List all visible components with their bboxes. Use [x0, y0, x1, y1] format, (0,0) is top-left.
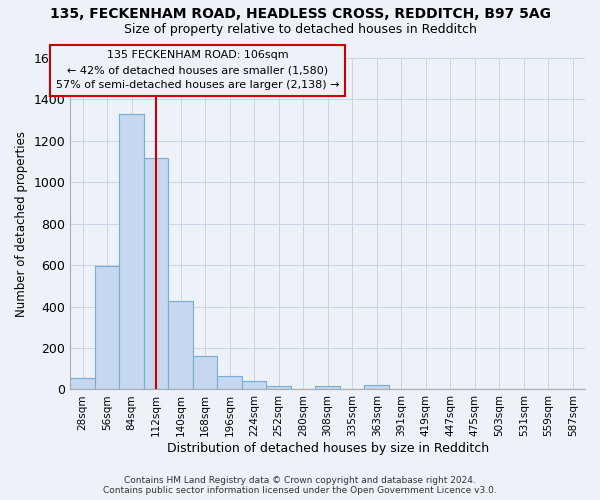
- Text: 135 FECKENHAM ROAD: 106sqm
← 42% of detached houses are smaller (1,580)
57% of s: 135 FECKENHAM ROAD: 106sqm ← 42% of deta…: [56, 50, 340, 90]
- Y-axis label: Number of detached properties: Number of detached properties: [15, 130, 28, 316]
- Bar: [144, 158, 169, 390]
- Bar: [316, 386, 340, 390]
- Bar: [266, 386, 291, 390]
- Text: Size of property relative to detached houses in Redditch: Size of property relative to detached ho…: [124, 22, 476, 36]
- X-axis label: Distribution of detached houses by size in Redditch: Distribution of detached houses by size …: [167, 442, 489, 455]
- Bar: [119, 114, 144, 390]
- Bar: [193, 356, 217, 390]
- Bar: [169, 302, 193, 390]
- Bar: [95, 266, 119, 390]
- Bar: [242, 381, 266, 390]
- Text: 135, FECKENHAM ROAD, HEADLESS CROSS, REDDITCH, B97 5AG: 135, FECKENHAM ROAD, HEADLESS CROSS, RED…: [49, 8, 551, 22]
- Bar: [364, 386, 389, 390]
- Bar: [70, 378, 95, 390]
- Bar: [217, 376, 242, 390]
- Text: Contains HM Land Registry data © Crown copyright and database right 2024.
Contai: Contains HM Land Registry data © Crown c…: [103, 476, 497, 495]
